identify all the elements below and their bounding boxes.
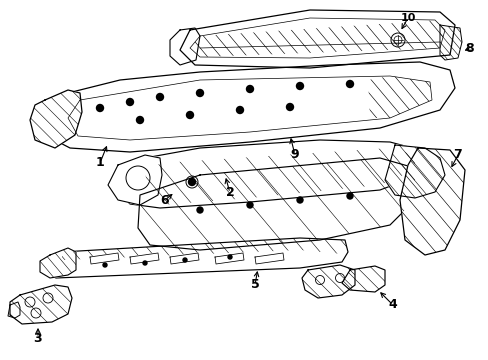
Text: 1: 1 (96, 157, 104, 170)
Text: 6: 6 (161, 194, 169, 207)
Circle shape (142, 261, 147, 265)
Polygon shape (10, 285, 72, 324)
Polygon shape (170, 253, 199, 264)
Circle shape (186, 112, 193, 118)
Polygon shape (384, 145, 444, 198)
Circle shape (346, 193, 352, 199)
Polygon shape (399, 148, 464, 255)
Circle shape (156, 94, 163, 100)
Circle shape (188, 179, 195, 185)
Circle shape (197, 207, 203, 213)
Polygon shape (30, 90, 82, 148)
Text: 7: 7 (453, 148, 462, 162)
Text: 10: 10 (400, 13, 415, 23)
Text: 3: 3 (34, 332, 42, 345)
Circle shape (296, 82, 303, 90)
Text: 2: 2 (225, 186, 234, 199)
Polygon shape (215, 253, 244, 264)
Circle shape (126, 99, 133, 105)
Circle shape (236, 107, 243, 113)
Circle shape (286, 104, 293, 111)
Polygon shape (130, 253, 159, 264)
Text: 8: 8 (465, 41, 473, 54)
Circle shape (96, 104, 103, 112)
Text: 9: 9 (290, 148, 299, 162)
Polygon shape (108, 155, 162, 205)
Polygon shape (341, 266, 384, 292)
Circle shape (246, 202, 252, 208)
Polygon shape (170, 28, 200, 65)
Circle shape (196, 90, 203, 96)
Polygon shape (180, 10, 454, 68)
Circle shape (346, 81, 353, 87)
Polygon shape (45, 62, 454, 152)
Polygon shape (44, 238, 347, 278)
Circle shape (136, 117, 143, 123)
Circle shape (183, 258, 186, 262)
Polygon shape (40, 248, 76, 278)
Polygon shape (118, 140, 419, 208)
Text: 5: 5 (250, 279, 259, 292)
Polygon shape (138, 158, 414, 250)
Polygon shape (302, 265, 354, 298)
Circle shape (227, 255, 231, 259)
Polygon shape (439, 25, 461, 60)
Circle shape (296, 197, 303, 203)
Polygon shape (90, 253, 119, 264)
Circle shape (246, 85, 253, 93)
Circle shape (103, 263, 107, 267)
Polygon shape (254, 253, 284, 264)
Polygon shape (8, 302, 20, 318)
Text: 4: 4 (388, 298, 397, 311)
